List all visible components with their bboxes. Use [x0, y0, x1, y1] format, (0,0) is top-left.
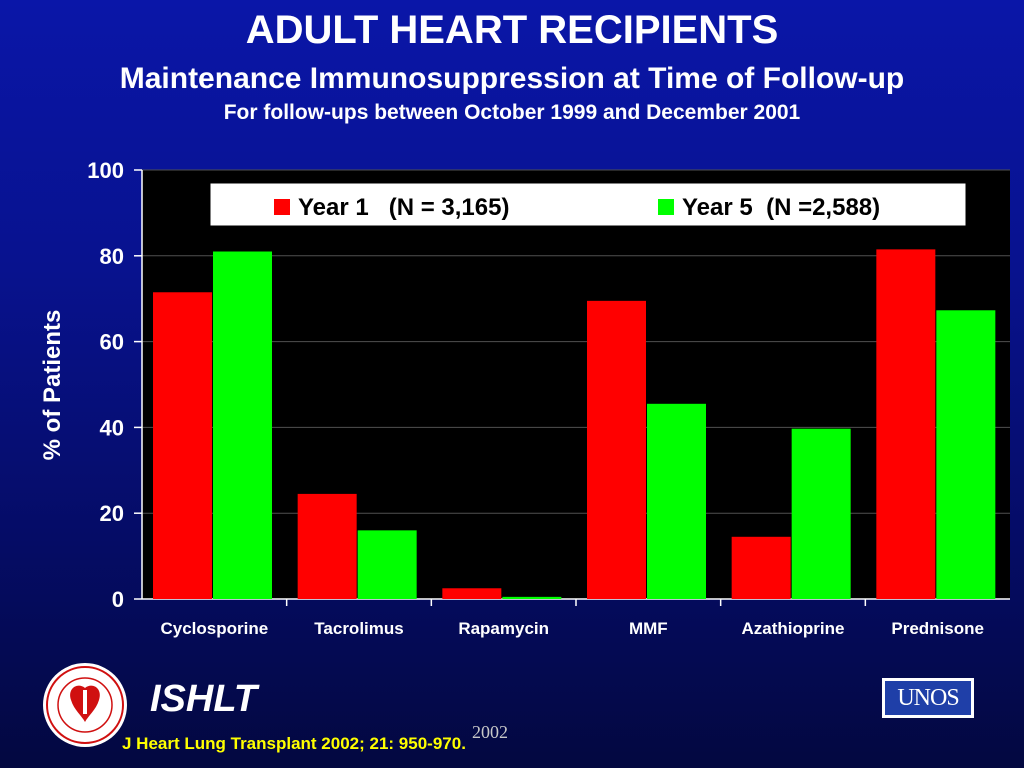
x-category-label: Rapamycin — [458, 619, 549, 638]
x-category-label: MMF — [629, 619, 668, 638]
y-tick-label: 40 — [100, 415, 124, 440]
slide-title: ADULT HEART RECIPIENTS — [245, 8, 779, 52]
y-axis-label: % of Patients — [39, 310, 66, 461]
bar-prednisone-series-1 — [876, 249, 936, 600]
y-tick-label: 20 — [100, 501, 124, 526]
y-tick-label: 100 — [87, 158, 124, 183]
slide-date-range: For follow-ups between October 1999 and … — [223, 101, 801, 124]
y-tick-label: 60 — [100, 330, 124, 355]
legend-box — [209, 182, 967, 227]
bar-prednisone-series-2 — [936, 310, 996, 599]
ishlt-logo-icon — [43, 663, 127, 747]
x-category-label: Cyclosporine — [160, 619, 268, 638]
slide-subtitle: Maintenance Immunosuppression at Time of… — [119, 62, 905, 95]
bar-rapamycin-series-1 — [442, 588, 502, 599]
legend-swatch-2 — [658, 199, 674, 215]
bar-azathioprine-series-1 — [731, 536, 791, 599]
bar-tacrolimus-series-1 — [297, 493, 357, 599]
bar-rapamycin-series-2 — [502, 596, 562, 599]
unos-logo-text: UNOS — [885, 681, 971, 715]
legend-label-1: Year 1 (N = 3,165) — [298, 194, 509, 221]
x-category-label: Azathioprine — [742, 619, 845, 638]
x-category-label: Tacrolimus — [314, 619, 403, 638]
legend-label-2: Year 5 (N =2,588) — [682, 194, 880, 221]
citation: J Heart Lung Transplant 2002; 21: 950-97… — [122, 734, 466, 753]
bar-tacrolimus-series-2 — [357, 530, 417, 599]
legend-swatch-1 — [274, 199, 290, 215]
y-tick-label: 80 — [100, 244, 124, 269]
year-stamp: 2002 — [472, 722, 508, 742]
bar-azathioprine-series-2 — [791, 428, 851, 599]
unos-logo: UNOS — [882, 678, 974, 718]
bar-cyclosporine-series-1 — [153, 292, 212, 599]
bar-cyclosporine-series-2 — [213, 251, 272, 599]
y-tick-label: 0 — [112, 587, 124, 612]
plot-area — [142, 170, 1010, 599]
bar-mmf-series-1 — [587, 300, 646, 599]
org-name: ISHLT — [150, 678, 257, 720]
x-category-label: Prednisone — [891, 619, 984, 638]
bar-mmf-series-2 — [647, 403, 706, 599]
